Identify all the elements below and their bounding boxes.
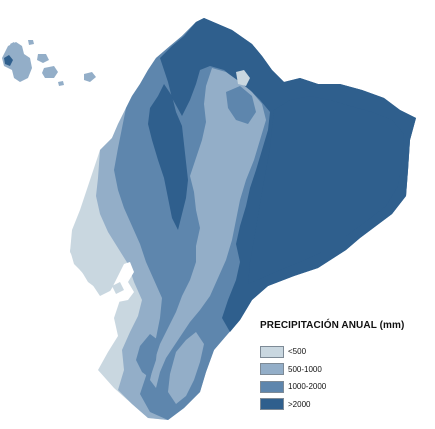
legend: PRECIPITACIÓN ANUAL (mm) <500 500-1000 1…: [260, 320, 430, 413]
highland-basin: [226, 86, 256, 124]
legend-items: <500 500-1000 1000-2000 >2000: [260, 343, 430, 413]
island-santa-cruz: [42, 66, 58, 78]
legend-label-gt2000: >2000: [288, 399, 311, 409]
legend-label-1000-2000: 1000-2000: [288, 382, 327, 392]
northern-coast-rainforest: [148, 84, 188, 230]
island-small-3: [10, 42, 16, 48]
santa-elena-coast: [70, 206, 114, 288]
island-santiago: [37, 54, 49, 63]
legend-item-gt2000: >2000: [260, 396, 430, 414]
island-fernandina: [4, 55, 13, 66]
legend-swatch-1000-2000: [260, 380, 284, 393]
amazon-east: [248, 96, 404, 284]
legend-swatch-gt2000: [260, 398, 284, 411]
legend-title: PRECIPITACIÓN ANUAL (mm): [260, 320, 405, 331]
legend-item-lt500: <500: [260, 343, 430, 361]
galapagos-islands: [2, 40, 96, 86]
island-san-cristobal: [84, 72, 96, 82]
legend-item-500-1000: 500-1000: [260, 361, 430, 379]
legend-item-1000-2000: 1000-2000: [260, 378, 430, 396]
island-small-1: [28, 40, 34, 45]
legend-label-500-1000: 500-1000: [288, 364, 322, 374]
southern-highlands: [168, 332, 204, 404]
puna-island: [112, 282, 124, 294]
legend-swatch-lt500: [260, 345, 284, 358]
island-isabela: [2, 42, 32, 82]
island-small-2: [58, 81, 64, 86]
andes-highlands: [150, 68, 266, 388]
legend-label-lt500: <500: [288, 347, 307, 357]
legend-swatch-500-1000: [260, 363, 284, 376]
southern-slope: [136, 334, 158, 378]
highland-valley-light: [236, 70, 250, 86]
